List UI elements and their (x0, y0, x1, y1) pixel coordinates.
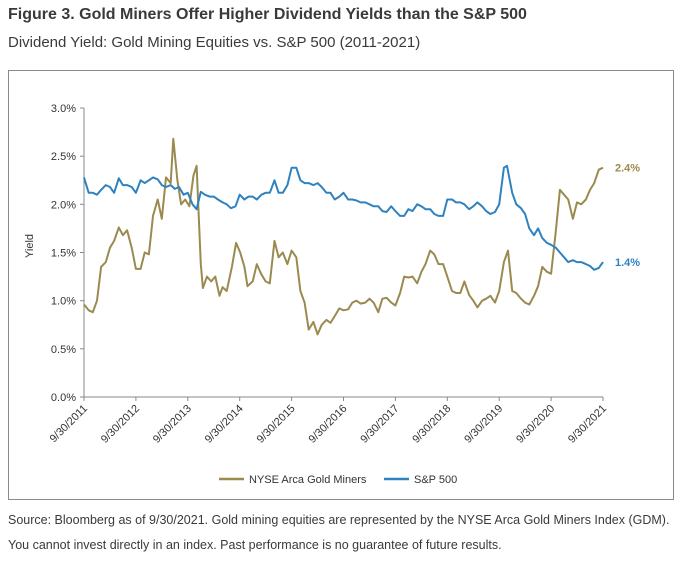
figure-title: Figure 3. Gold Miners Offer Higher Divid… (8, 6, 527, 23)
dividend-yield-chart: 0.0%0.5%1.0%1.5%2.0%2.5%3.0% 9/30/2011 9/… (24, 103, 640, 486)
legend-label-gold-miners: NYSE Arca Gold Miners (249, 474, 367, 486)
y-tick-label: 1.0% (51, 296, 76, 308)
y-tick-label: 2.0% (51, 199, 76, 211)
x-axis-ticks: 9/30/2011 9/30/2012 9/30/2013 9/30/2014 9/30… (48, 397, 609, 446)
y-tick-label: 0.0% (51, 392, 76, 404)
y-tick-label: 0.5% (51, 344, 76, 356)
y-tick-label: 3.0% (51, 103, 76, 115)
x-tick-label: 9/30/2011 (48, 403, 91, 446)
chart-frame: 0.0% 0.5% 1.0% 1.5% 2.0% 2.5% 3.0% 9/30/2011 9/… (8, 70, 674, 500)
x-tick-label: 9/30/2014 (203, 403, 246, 446)
y-tick-label: 1.5% (51, 248, 76, 260)
x-tick-label: 9/30/2012 (99, 403, 142, 446)
end-labels: 2.4% 1.4% (615, 163, 640, 269)
gold-miners-line (83, 137, 604, 336)
x-tick-label: 9/30/2019 (462, 403, 505, 446)
x-tick-label: 9/30/2018 (410, 403, 453, 446)
x-tick-label: 9/30/2020 (514, 403, 557, 446)
series-lines (83, 137, 604, 336)
y-axis-label: Yield (24, 234, 36, 258)
x-tick-label: 9/30/2021 (566, 403, 609, 446)
y-axis-ticks: 0.0% 0.5% 1.0% 1.5% 2.0% 2.5% 3.0% (51, 103, 84, 404)
axes (83, 108, 603, 398)
sp500-line (83, 164, 604, 271)
x-tick-label: 9/30/2017 (358, 403, 401, 446)
y-tick-label: 2.5% (51, 151, 76, 163)
x-tick-label: 9/30/2013 (151, 403, 194, 446)
legend: NYSE Arca Gold Miners S&P 500 (219, 474, 457, 486)
legend-label-sp500: S&P 500 (414, 474, 457, 486)
x-tick-label: 9/30/2016 (307, 403, 350, 446)
gold-miners-end-label: 2.4% (615, 163, 640, 175)
sp500-end-label: 1.4% (615, 257, 640, 269)
source-note: Source: Bloomberg as of 9/30/2021. Gold … (8, 513, 670, 552)
figure-subtitle: Dividend Yield: Gold Mining Equities vs.… (8, 34, 421, 51)
x-tick-label: 9/30/2015 (255, 403, 298, 446)
